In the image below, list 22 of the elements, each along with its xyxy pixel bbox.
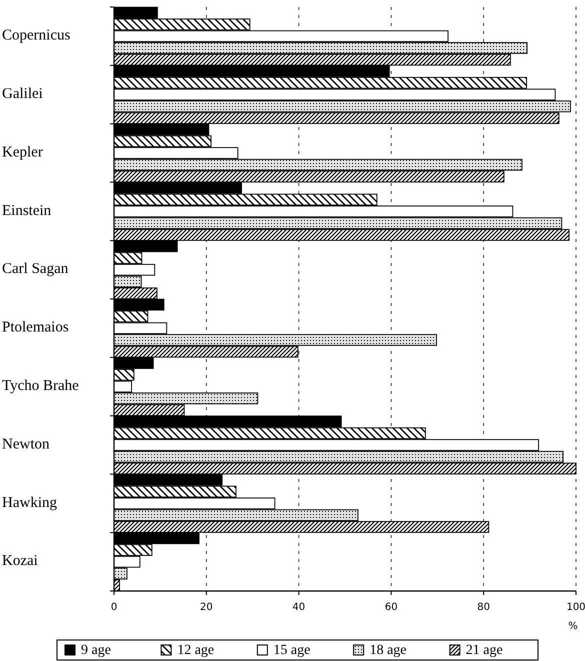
y-tick-label: Einstein bbox=[2, 202, 52, 219]
x-tick-label: 60 bbox=[384, 602, 398, 613]
y-tick-label: Galilei bbox=[2, 86, 43, 102]
x-tick-label: 20 bbox=[200, 602, 213, 613]
y-tick-label: Kepler bbox=[2, 144, 43, 160]
legend-label: 15 age bbox=[273, 643, 310, 658]
x-tick-label: 0 bbox=[110, 602, 118, 613]
y-tick-label: Tycho Brahe bbox=[2, 378, 80, 394]
legend-label: 12 age bbox=[177, 643, 214, 658]
x-tick-label: 100 bbox=[566, 602, 585, 613]
legend-label: 18 age bbox=[370, 643, 407, 658]
y-tick-label: Carl Sagan bbox=[2, 261, 69, 278]
y-tick-label: Newton bbox=[2, 436, 50, 452]
y-tick-label: Hawking bbox=[2, 494, 58, 511]
x-tick-label: 80 bbox=[477, 602, 490, 613]
y-tick-label: Ptolemaios bbox=[2, 320, 69, 336]
x-axis-title: % bbox=[568, 621, 578, 632]
legend-label: 9 age bbox=[81, 643, 111, 658]
y-tick-label: Kozai bbox=[2, 553, 38, 570]
x-tick-label: 40 bbox=[292, 602, 306, 613]
legend-label: 21 age bbox=[466, 643, 503, 658]
y-tick-label: Copernicus bbox=[2, 28, 70, 44]
